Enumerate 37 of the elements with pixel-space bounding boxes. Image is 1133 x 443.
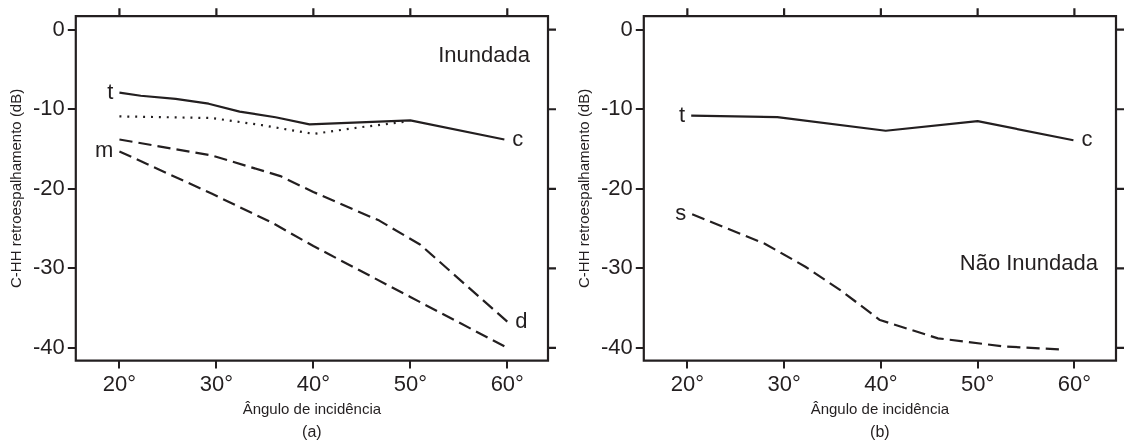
x-tick-label: 60° (1057, 370, 1092, 396)
x-tick-label: 20° (102, 370, 137, 396)
y-tick-label: -30 (601, 254, 633, 280)
y-tick-label: -20 (33, 174, 65, 200)
y-tick-label: -10 (33, 95, 65, 121)
y-tick-label: -40 (601, 333, 633, 359)
annotation: c (512, 125, 524, 151)
annotation: Não Inundada (959, 250, 1099, 276)
x-tick-label: 30° (199, 370, 234, 396)
y-axis-title: C-HH retroespalhamento (dB) (7, 88, 25, 289)
y-tick-label: -10 (601, 95, 633, 121)
x-tick-label: 20° (670, 370, 704, 396)
y-axis-title: C-HH retroespalhamento (dB) (575, 88, 593, 289)
x-tick-label: 60° (490, 370, 524, 396)
annotation: s (675, 200, 687, 226)
line-series (118, 150, 506, 348)
annotation: Inundada (438, 42, 531, 68)
y-tick-label: 0 (620, 15, 633, 41)
y-tick-label: -40 (33, 333, 65, 359)
annotation: d (515, 307, 528, 333)
y-tick-label: -20 (601, 174, 633, 200)
line-series (118, 138, 509, 323)
annotation: m (95, 137, 114, 163)
x-axis-title: Ângulo de incidência (242, 400, 382, 418)
annotation: c (1081, 126, 1093, 152)
y-tick-label: -30 (33, 254, 65, 280)
x-axis-title: Ângulo de incidência (810, 400, 950, 418)
y-tick-label: 0 (52, 15, 65, 41)
text: (a) (302, 423, 322, 441)
annotation: t (107, 78, 114, 104)
x-tick-label: 30° (767, 370, 801, 396)
text: (b) (870, 423, 890, 441)
x-tick-label: 40° (864, 370, 898, 396)
x-tick-label: 50° (960, 370, 995, 396)
x-tick-label: 50° (393, 370, 427, 396)
x-tick-label: 40° (296, 370, 330, 396)
annotation: t (679, 101, 686, 127)
